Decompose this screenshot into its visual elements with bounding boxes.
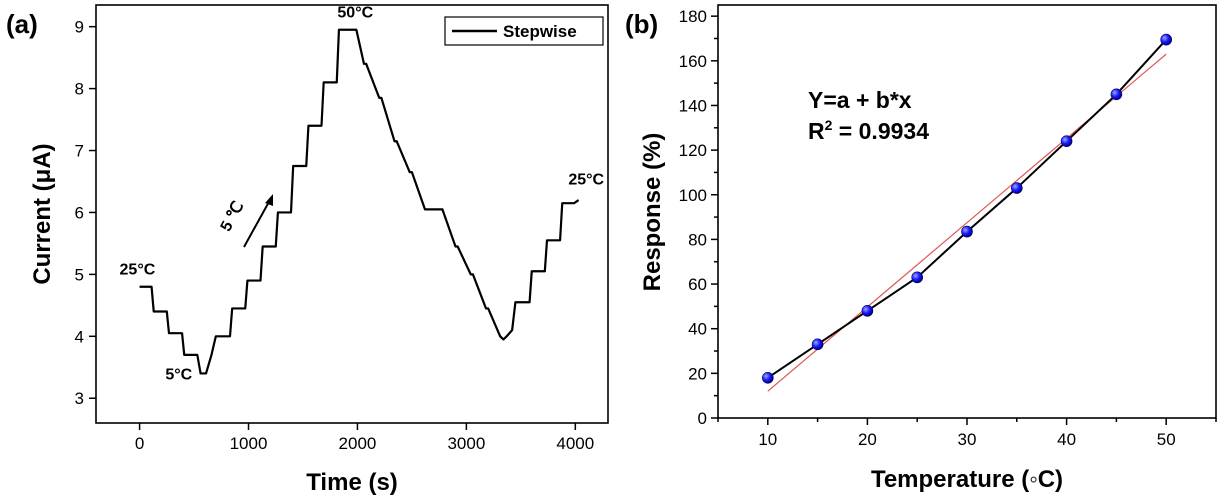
y-tick-label: 40 (688, 320, 707, 339)
panel-a-annotations: 25°C 5°C 50°C 25°C 5 ℃ (120, 4, 605, 383)
equation-line-1: Y=a + b*x (808, 87, 912, 113)
y-tick-label: 5 (75, 265, 84, 284)
panel-a-x-label: Time (s) (306, 469, 398, 496)
data-point (811, 338, 824, 351)
y-tick-label: 3 (75, 389, 84, 408)
x-tick-label: 40 (1057, 430, 1076, 449)
annotation-label: 5°C (165, 367, 192, 384)
panel-a-label: (a) (6, 9, 38, 39)
data-point (861, 305, 874, 317)
x-tick-label: 10 (758, 430, 777, 449)
data-point (1060, 135, 1073, 147)
equation-line-2: R2 = 0.9934 (808, 117, 929, 144)
annotation-label: 50°C (337, 4, 373, 21)
x-tick-label: 1000 (230, 434, 268, 453)
y-tick-label: 8 (75, 80, 84, 99)
panel-a-frame (95, 4, 609, 424)
data-point (1110, 88, 1123, 101)
y-tick-label: 7 (75, 142, 84, 161)
panel-b-x-label: Temperature (◦C) (871, 466, 1063, 493)
x-tick-label: 3000 (447, 434, 485, 453)
panel-b-points (761, 33, 1172, 384)
y-tick-label: 140 (679, 96, 707, 115)
y-tick-label: 100 (679, 186, 707, 205)
x-tick-label: 0 (135, 434, 144, 453)
panel-b-label: (b) (625, 9, 658, 39)
data-point (911, 271, 924, 284)
x-tick-label: 20 (858, 430, 877, 449)
data-point (1010, 182, 1023, 194)
x-tick-label: 4000 (556, 434, 594, 453)
y-tick-label: 180 (679, 7, 707, 26)
annotation-label: 5 ℃ (218, 199, 248, 235)
data-point (961, 225, 973, 238)
x-tick-label: 50 (1157, 430, 1176, 449)
panel-b-y-ticks: 0 20 40 60 80 100 120 140 160 180 (679, 7, 718, 428)
panel-b: (b) 10 20 30 40 50 020406080100120140160180 … (625, 4, 1217, 493)
r-symbol: R (808, 118, 825, 144)
arrow-shaft (243, 199, 271, 248)
arrow-head-icon (265, 194, 273, 206)
panel-a-x-ticks: 0 1000 2000 3000 4000 (135, 423, 594, 453)
panel-b-x-ticks: 10 20 30 40 50 (717, 418, 1217, 449)
annotation-label: 25°C (120, 261, 156, 278)
y-tick-label: 6 (75, 203, 84, 222)
panel-a-y-ticks: 3 4 5 6 7 8 9 (75, 18, 96, 408)
y-tick-label: 60 (688, 275, 707, 294)
panel-b-y-label: Response (%) (639, 133, 666, 292)
data-point (761, 372, 774, 384)
y-tick-label: 120 (679, 141, 707, 160)
panel-a: (a) 0 1000 2000 3000 4000 3 4 5 6 7 8 9 25°C 5°C 50°… (6, 4, 609, 496)
y-tick-label: 9 (75, 18, 84, 37)
x-tick-label: 30 (958, 430, 977, 449)
y-tick-label: 80 (688, 230, 707, 249)
r-superscript: 2 (825, 117, 833, 133)
y-tick-label: 20 (688, 364, 707, 383)
panel-a-y-label: Current (μA) (29, 143, 56, 284)
y-tick-label: 4 (75, 327, 84, 346)
legend-entry: Stepwise (503, 22, 577, 41)
series-line-stepwise (139, 28, 580, 375)
legend: Stepwise (444, 16, 604, 46)
r-value: = 0.9934 (832, 118, 929, 144)
x-tick-label: 2000 (339, 434, 377, 453)
fit-equation: Y=a + b*x R2 = 0.9934 (808, 87, 929, 144)
y-tick-label: 160 (679, 52, 707, 71)
annotation-label: 25°C (568, 172, 604, 189)
data-point (1160, 33, 1172, 46)
y-tick-label: 0 (698, 409, 707, 428)
